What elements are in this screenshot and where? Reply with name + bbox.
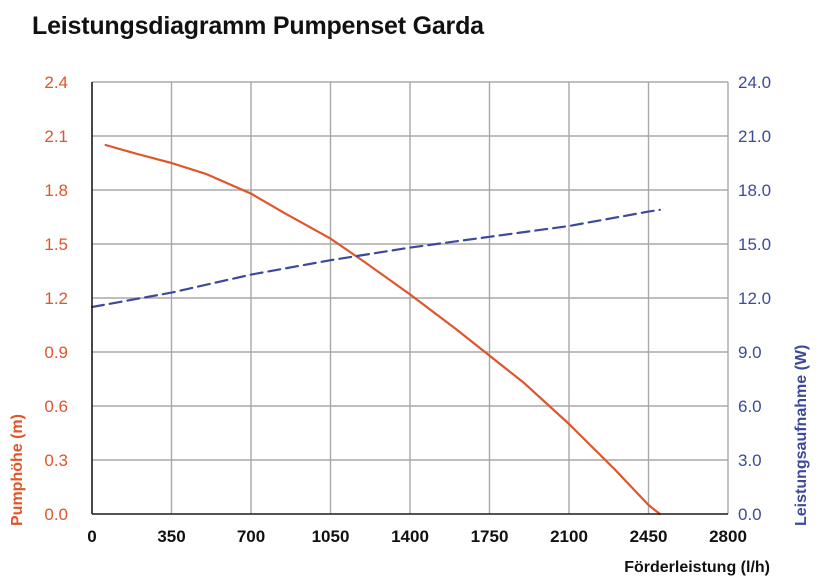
x-tick-label: 1750 bbox=[471, 527, 509, 546]
chart-title: Leistungsdiagramm Pumpenset Garda bbox=[32, 12, 484, 40]
y-left-tick-label: 1.8 bbox=[44, 181, 68, 200]
x-tick-label: 350 bbox=[157, 527, 185, 546]
x-tick-label: 2800 bbox=[709, 527, 747, 546]
y-left-tick-label: 2.1 bbox=[44, 127, 68, 146]
grid bbox=[92, 82, 728, 514]
y-right-tick-label: 18.0 bbox=[738, 181, 771, 200]
y-left-tick-label: 0.6 bbox=[44, 397, 68, 416]
x-tick-label: 0 bbox=[87, 527, 96, 546]
x-tick-label: 2100 bbox=[550, 527, 588, 546]
y-right-tick-label: 3.0 bbox=[738, 451, 762, 470]
ticks: 0 350 700 1050 1400 1750 2100 2450 2800 0.0 0.3 0.6… bbox=[44, 73, 771, 546]
y-right-tick-label: 24.0 bbox=[738, 73, 771, 92]
y-right-tick-label: 15.0 bbox=[738, 235, 771, 254]
y-right-tick-label: 0.0 bbox=[738, 505, 762, 524]
axis-labels: Förderleistung (l/h) Pumphöhe (m) Leistu… bbox=[9, 345, 810, 576]
y-right-tick-label: 6.0 bbox=[738, 397, 762, 416]
y-left-tick-label: 0.9 bbox=[44, 343, 68, 362]
y-right-tick-label: 12.0 bbox=[738, 289, 771, 308]
x-tick-label: 700 bbox=[237, 527, 265, 546]
y-left-tick-label: 0.0 bbox=[44, 505, 68, 524]
y-left-tick-label: 1.5 bbox=[44, 235, 68, 254]
series-line-head bbox=[104, 143, 661, 516]
y-left-tick-label: 0.3 bbox=[44, 451, 68, 470]
x-tick-label: 1050 bbox=[312, 527, 350, 546]
y-left-tick-label: 2.4 bbox=[44, 73, 68, 92]
axes bbox=[91, 81, 729, 515]
x-axis-label: Förderleistung (l/h) bbox=[624, 559, 770, 576]
y-left-axis-label: Pumphöhe (m) bbox=[9, 414, 26, 526]
y-right-tick-label: 9.0 bbox=[738, 343, 762, 362]
x-tick-label: 1400 bbox=[391, 527, 429, 546]
x-tick-label: 2450 bbox=[630, 527, 668, 546]
y-right-tick-label: 21.0 bbox=[738, 127, 771, 146]
y-right-axis-label: Leistungsaufnahme (W) bbox=[793, 345, 810, 526]
series-line-power bbox=[90, 208, 661, 309]
y-left-tick-label: 1.2 bbox=[44, 289, 68, 308]
series-layer bbox=[90, 143, 661, 516]
